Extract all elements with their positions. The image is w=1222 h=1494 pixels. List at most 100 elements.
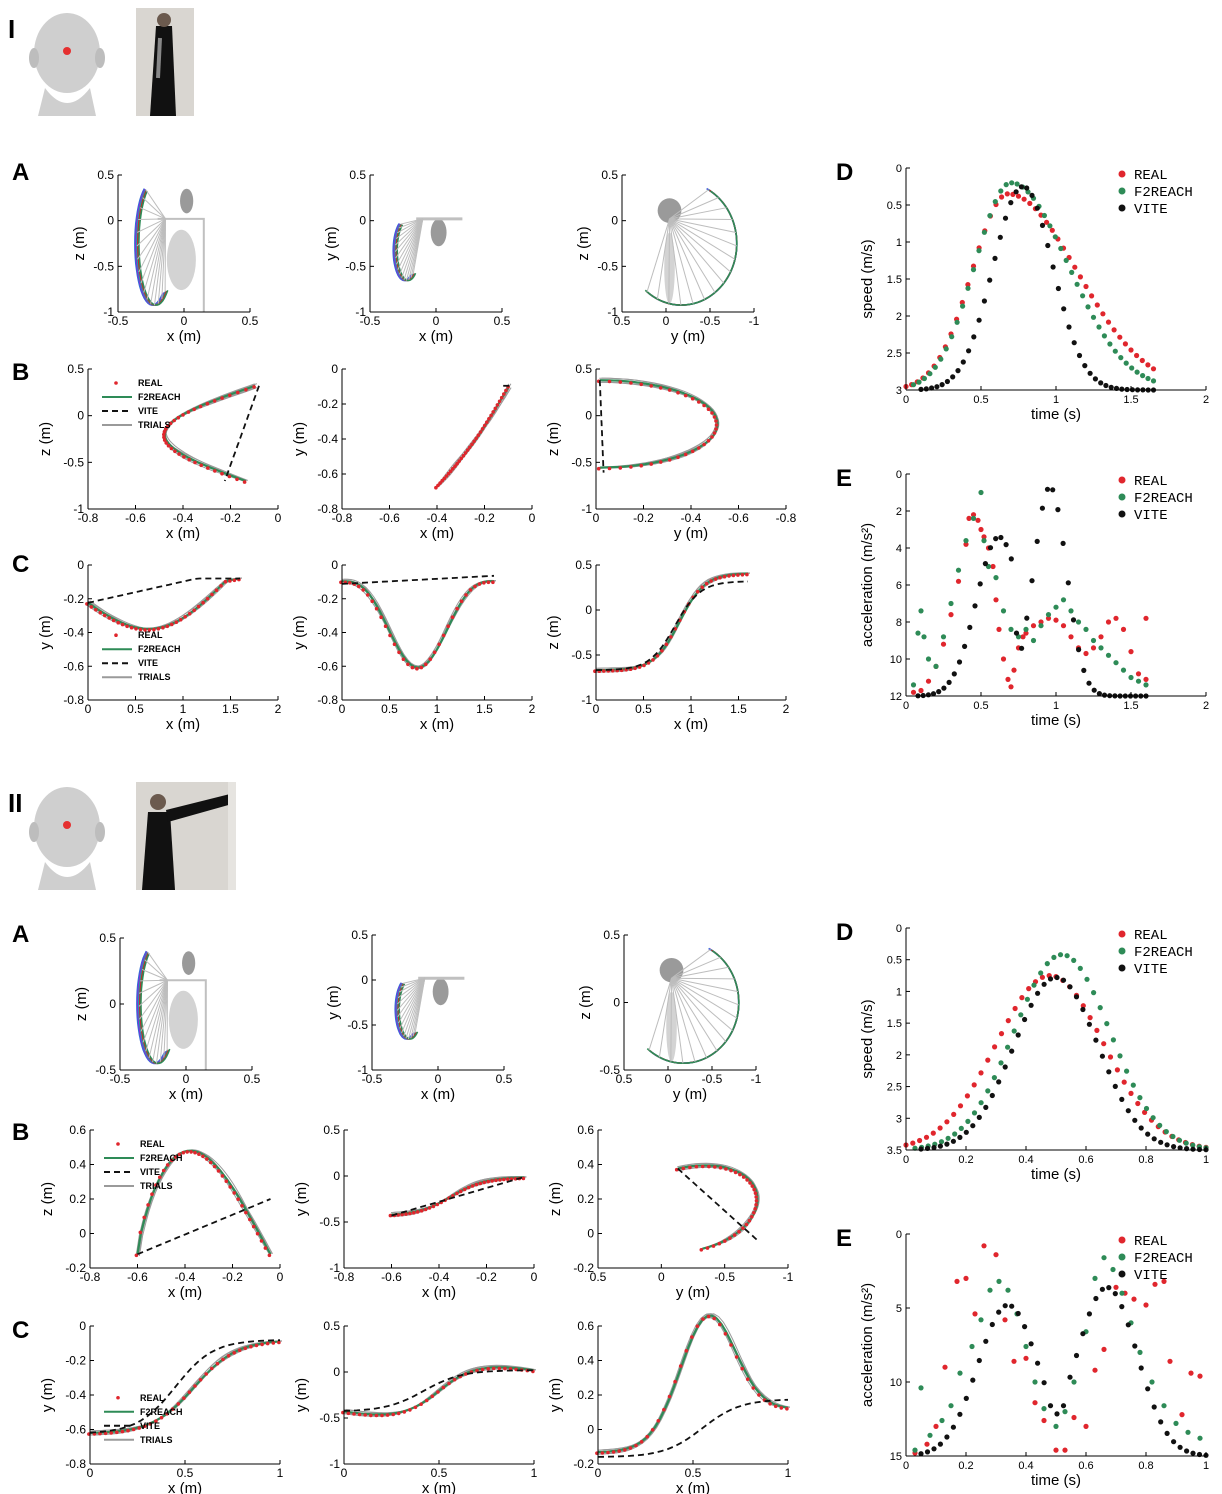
arm-segment: [671, 978, 684, 1064]
real-point: [649, 384, 653, 388]
real-point: [357, 1412, 362, 1417]
real-point: [187, 457, 191, 462]
real-point: [176, 415, 181, 420]
vite-point: [1119, 1304, 1125, 1310]
f2reach-point: [921, 634, 927, 640]
x-tick-label: 0.5: [381, 702, 398, 716]
real-point: [611, 1450, 616, 1454]
real-point: [664, 642, 669, 647]
real-point: [423, 1207, 428, 1212]
real-point: [690, 449, 695, 454]
vite-curve: [597, 1398, 789, 1458]
y-tick-label: 8: [896, 617, 902, 629]
y-tick-label: 0.5: [601, 168, 618, 182]
real-point: [993, 597, 999, 603]
panel-A1: -0.5 0 0.50.50-0.5-1x (m)z (m): [71, 168, 259, 345]
real-point: [474, 436, 479, 441]
real-point: [435, 1202, 440, 1207]
arm-segment: [669, 197, 719, 220]
real-point: [917, 1137, 923, 1144]
head-model-icon: [29, 787, 105, 890]
real-point: [98, 610, 103, 615]
real-point: [424, 662, 428, 667]
real-point: [710, 411, 714, 415]
vite-point: [1022, 1324, 1028, 1330]
real-point: [254, 1343, 259, 1348]
f2reach-point: [1101, 333, 1107, 339]
f2reach-point: [955, 567, 962, 573]
real-point: [131, 1427, 136, 1432]
x-tick-label: -0.6: [125, 511, 146, 525]
x-tick-label: 1: [688, 702, 695, 716]
real-point: [473, 584, 477, 589]
real-point: [204, 1372, 208, 1376]
f2reach-point: [1008, 626, 1014, 633]
real-point: [754, 1203, 758, 1207]
real-point: [754, 1195, 758, 1199]
vite-point: [1171, 1439, 1177, 1445]
f2reach-point: [1090, 637, 1097, 644]
legend-label: VITE: [1134, 202, 1168, 218]
y-tick-label: 0.2: [577, 1192, 594, 1206]
real-point: [999, 194, 1005, 200]
real-point: [1134, 352, 1140, 359]
real-point: [205, 596, 210, 601]
real-point: [618, 466, 623, 470]
f2reach-point: [910, 382, 917, 388]
legend-marker: [1118, 170, 1126, 178]
panel-C2: 0 0.5 1 0.5 0 -0.5 -1 x (m) y (m): [293, 1319, 538, 1494]
x-axis-label: x (m): [168, 1480, 202, 1494]
f2reach-point: [1110, 1037, 1116, 1043]
real-point: [468, 588, 473, 592]
f2reach-point: [939, 1417, 945, 1424]
vite-point: [1034, 205, 1040, 211]
y-tick-label: 0: [109, 997, 116, 1011]
x-tick-label: 0.5: [590, 1270, 607, 1284]
legend-label: REAL: [138, 630, 163, 640]
f2reach-point: [1038, 970, 1044, 976]
f2reach-point: [985, 1088, 991, 1094]
arm-segment: [400, 977, 425, 988]
vite-point: [1177, 1145, 1183, 1151]
vite-point: [1101, 692, 1108, 698]
real-point: [146, 1203, 150, 1207]
f2reach-point: [1104, 1021, 1110, 1027]
y-tick-label: -0.5: [93, 259, 114, 273]
real-point: [436, 1390, 440, 1394]
trial-curve: [598, 377, 719, 469]
real-point: [1044, 219, 1050, 225]
real-point: [733, 1170, 738, 1175]
real-point: [232, 1351, 236, 1355]
arm-segment: [159, 980, 169, 1062]
real-point: [138, 627, 143, 632]
y-tick-label: 0.2: [577, 1388, 594, 1402]
f2reach-point: [1080, 293, 1086, 299]
trial-curve: [601, 381, 717, 468]
real-point: [639, 1440, 644, 1444]
real-point: [408, 1211, 412, 1216]
real-point: [490, 1179, 494, 1183]
x-axis-label: time (s): [1031, 1472, 1081, 1489]
arm-segment: [669, 189, 709, 220]
real-point: [189, 1150, 193, 1154]
real-point: [1128, 347, 1134, 353]
y-tick-label: 0.6: [577, 1319, 594, 1333]
x-axis-label: y (m): [671, 328, 705, 345]
x-tick-label: 0.4: [1018, 1460, 1033, 1472]
reach-trajectory: [644, 190, 738, 306]
vite-point: [929, 385, 935, 391]
real-point: [472, 439, 476, 444]
x-tick-label: -0.5: [702, 1072, 723, 1086]
vite-point: [1087, 370, 1093, 376]
f2reach-point: [1047, 223, 1053, 229]
real-point: [651, 658, 655, 662]
real-point: [1100, 311, 1106, 317]
legend-label: F2REACH: [1134, 1251, 1193, 1267]
real-point: [214, 588, 219, 592]
real-point: [453, 464, 457, 469]
vite-point: [924, 1449, 931, 1455]
y-tick-label: -0.6: [63, 659, 84, 673]
real-point: [1083, 283, 1089, 290]
f2reach-curve: [89, 1340, 281, 1435]
f2reach-point: [987, 1287, 993, 1293]
